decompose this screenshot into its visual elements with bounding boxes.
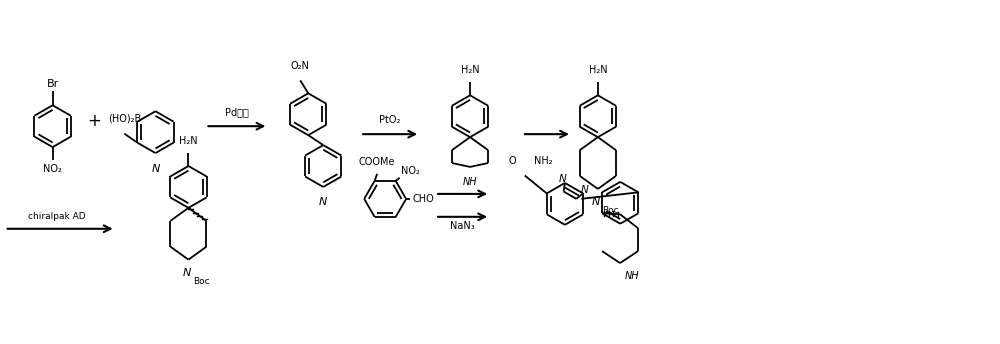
Text: N: N <box>319 197 327 207</box>
Text: H₂N: H₂N <box>461 65 479 75</box>
Text: N: N <box>151 164 160 174</box>
Text: N: N <box>559 173 566 184</box>
Text: Br: Br <box>46 79 59 89</box>
Text: N: N <box>182 268 191 278</box>
Text: COOMe: COOMe <box>359 157 395 167</box>
Text: CHO: CHO <box>412 194 434 204</box>
Text: NO₂: NO₂ <box>401 166 420 176</box>
Text: N: N <box>580 185 588 195</box>
Text: NO₂: NO₂ <box>43 164 62 174</box>
Text: chiralpak AD: chiralpak AD <box>28 212 85 221</box>
Text: Boc: Boc <box>603 206 619 215</box>
Text: NH₂: NH₂ <box>534 155 552 165</box>
Text: +: + <box>88 112 102 130</box>
Text: PtO₂: PtO₂ <box>379 115 401 125</box>
Text: H₂N: H₂N <box>179 136 198 146</box>
Text: O₂N: O₂N <box>291 62 310 72</box>
Text: NaN₃: NaN₃ <box>450 221 475 231</box>
Text: O: O <box>509 155 517 165</box>
Text: Pd催化: Pd催化 <box>225 107 249 117</box>
Text: Boc: Boc <box>193 277 210 286</box>
Text: NH: NH <box>625 271 640 281</box>
Text: NH: NH <box>463 177 477 187</box>
Text: H₂N: H₂N <box>589 65 607 75</box>
Text: (HO)₂B: (HO)₂B <box>108 114 141 124</box>
Text: N: N <box>592 197 600 207</box>
